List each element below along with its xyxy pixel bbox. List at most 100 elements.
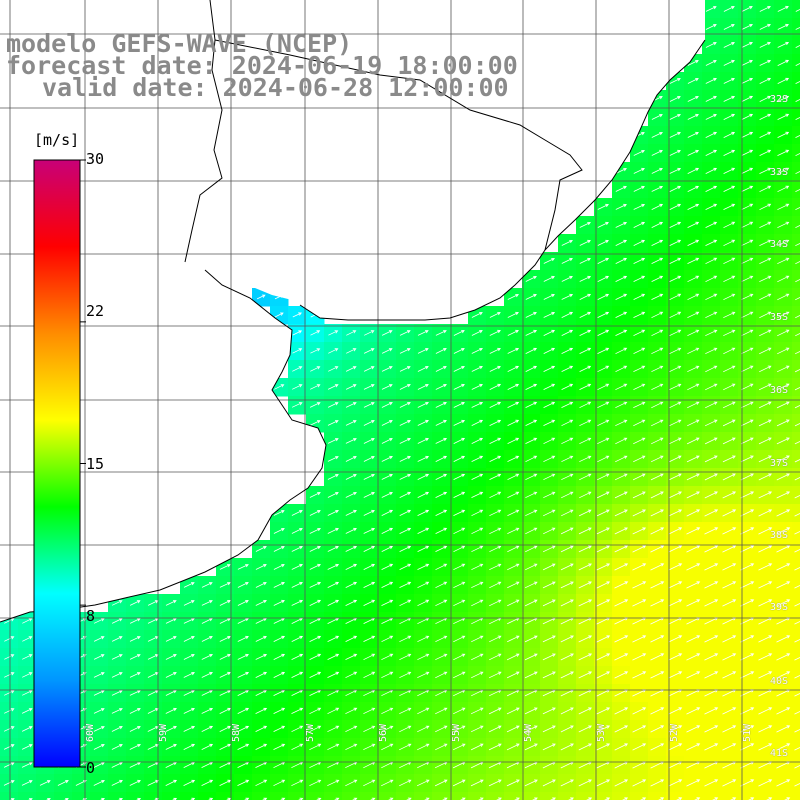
wind-arrow <box>453 653 466 661</box>
wind-arrow <box>741 131 754 138</box>
wind-arrow <box>615 168 627 174</box>
wind-arrow <box>327 707 340 715</box>
wind-arrow <box>651 221 664 228</box>
wind-arrow <box>417 743 430 751</box>
wind-arrow <box>525 329 538 336</box>
wind-arrow <box>614 491 628 499</box>
wind-cell <box>792 234 800 253</box>
wind-arrow <box>525 437 538 444</box>
wind-arrow <box>722 473 736 481</box>
wind-arrow <box>471 545 484 553</box>
wind-arrow <box>722 635 737 643</box>
wind-arrow <box>723 257 736 265</box>
wind-cell <box>792 342 800 361</box>
lon-label-53w: 53W <box>596 723 607 742</box>
wind-arrow <box>543 383 556 390</box>
wind-arrow <box>794 495 800 499</box>
wind-arrow <box>686 581 701 589</box>
wind-arrow <box>172 797 178 800</box>
wind-arrow <box>507 455 520 462</box>
wind-arrow <box>435 509 448 516</box>
wind-arrow <box>723 383 736 391</box>
wind-arrow <box>614 527 628 535</box>
wind-arrow <box>273 779 286 787</box>
wind-arrow <box>651 311 664 319</box>
wind-arrow <box>777 293 790 301</box>
wind-arrow <box>255 582 267 588</box>
wind-arrow <box>614 581 629 589</box>
wind-arrow <box>686 473 700 481</box>
wind-arrow <box>561 491 574 499</box>
wind-arrow <box>399 455 411 462</box>
wind-arrow <box>705 401 718 409</box>
wind-arrow <box>795 45 800 48</box>
wind-arrow <box>633 221 646 228</box>
wind-arrow <box>651 329 664 337</box>
wind-arrow <box>507 419 520 426</box>
wind-arrow <box>345 707 358 715</box>
wind-arrow <box>381 330 393 336</box>
wind-arrow <box>722 599 737 607</box>
wind-arrow <box>632 491 646 499</box>
wind-arrow <box>507 527 520 535</box>
wind-arrow <box>794 693 800 697</box>
wind-cell <box>432 792 451 800</box>
wind-cell <box>576 792 595 800</box>
wind-arrow <box>129 744 141 750</box>
coast-argentina <box>0 269 327 623</box>
wind-arrow <box>723 293 736 301</box>
wind-arrow <box>129 600 141 606</box>
wind-arrow <box>794 441 800 445</box>
wind-cell <box>792 612 800 631</box>
wind-arrow <box>399 437 411 444</box>
wind-arrow <box>794 423 800 427</box>
lon-label-52w: 52W <box>669 723 680 742</box>
wind-arrow <box>578 599 593 607</box>
wind-arrow <box>687 347 700 355</box>
wind-arrow <box>327 527 339 534</box>
wind-arrow <box>723 203 736 210</box>
wind-arrow <box>741 185 754 192</box>
wind-arrow <box>723 329 736 337</box>
wind-arrow <box>363 384 375 390</box>
wind-arrow <box>525 419 538 426</box>
wind-arrow <box>722 491 737 499</box>
wind-arrow <box>759 149 772 156</box>
wind-arrow <box>741 293 754 301</box>
wind-arrow <box>794 585 800 589</box>
wind-arrow <box>597 473 610 481</box>
wind-arrow <box>596 527 610 535</box>
wind-arrow <box>219 779 232 786</box>
wind-arrow <box>705 293 718 301</box>
wind-arrow <box>704 545 719 553</box>
wind-arrow <box>136 797 142 800</box>
wind-arrow <box>506 779 520 787</box>
wind-arrow <box>345 563 358 570</box>
wind-arrow <box>795 9 800 12</box>
wind-arrow <box>381 725 394 733</box>
wind-arrow <box>489 635 502 643</box>
wind-arrow <box>453 455 466 462</box>
wind-arrow <box>435 671 448 679</box>
wind-arrow <box>686 563 701 571</box>
wind-arrow <box>381 420 393 426</box>
wind-arrow <box>777 311 790 319</box>
wind-arrow <box>165 654 177 660</box>
wind-arrow <box>183 672 195 678</box>
wind-arrow <box>237 600 249 606</box>
wind-arrow <box>453 671 466 679</box>
wind-arrow <box>435 437 448 444</box>
wind-cell <box>468 792 487 800</box>
wind-arrow <box>777 257 790 265</box>
wind-arrow <box>524 725 538 733</box>
wind-arrow <box>722 401 736 409</box>
wind-arrow <box>705 77 717 84</box>
wind-arrow <box>435 527 448 534</box>
wind-cell <box>792 720 800 739</box>
wind-arrow <box>687 293 700 301</box>
wind-arrows <box>3 5 800 800</box>
wind-arrow <box>417 545 430 552</box>
wind-cell <box>792 288 800 307</box>
wind-arrow <box>723 131 736 138</box>
wind-arrow <box>758 671 773 679</box>
